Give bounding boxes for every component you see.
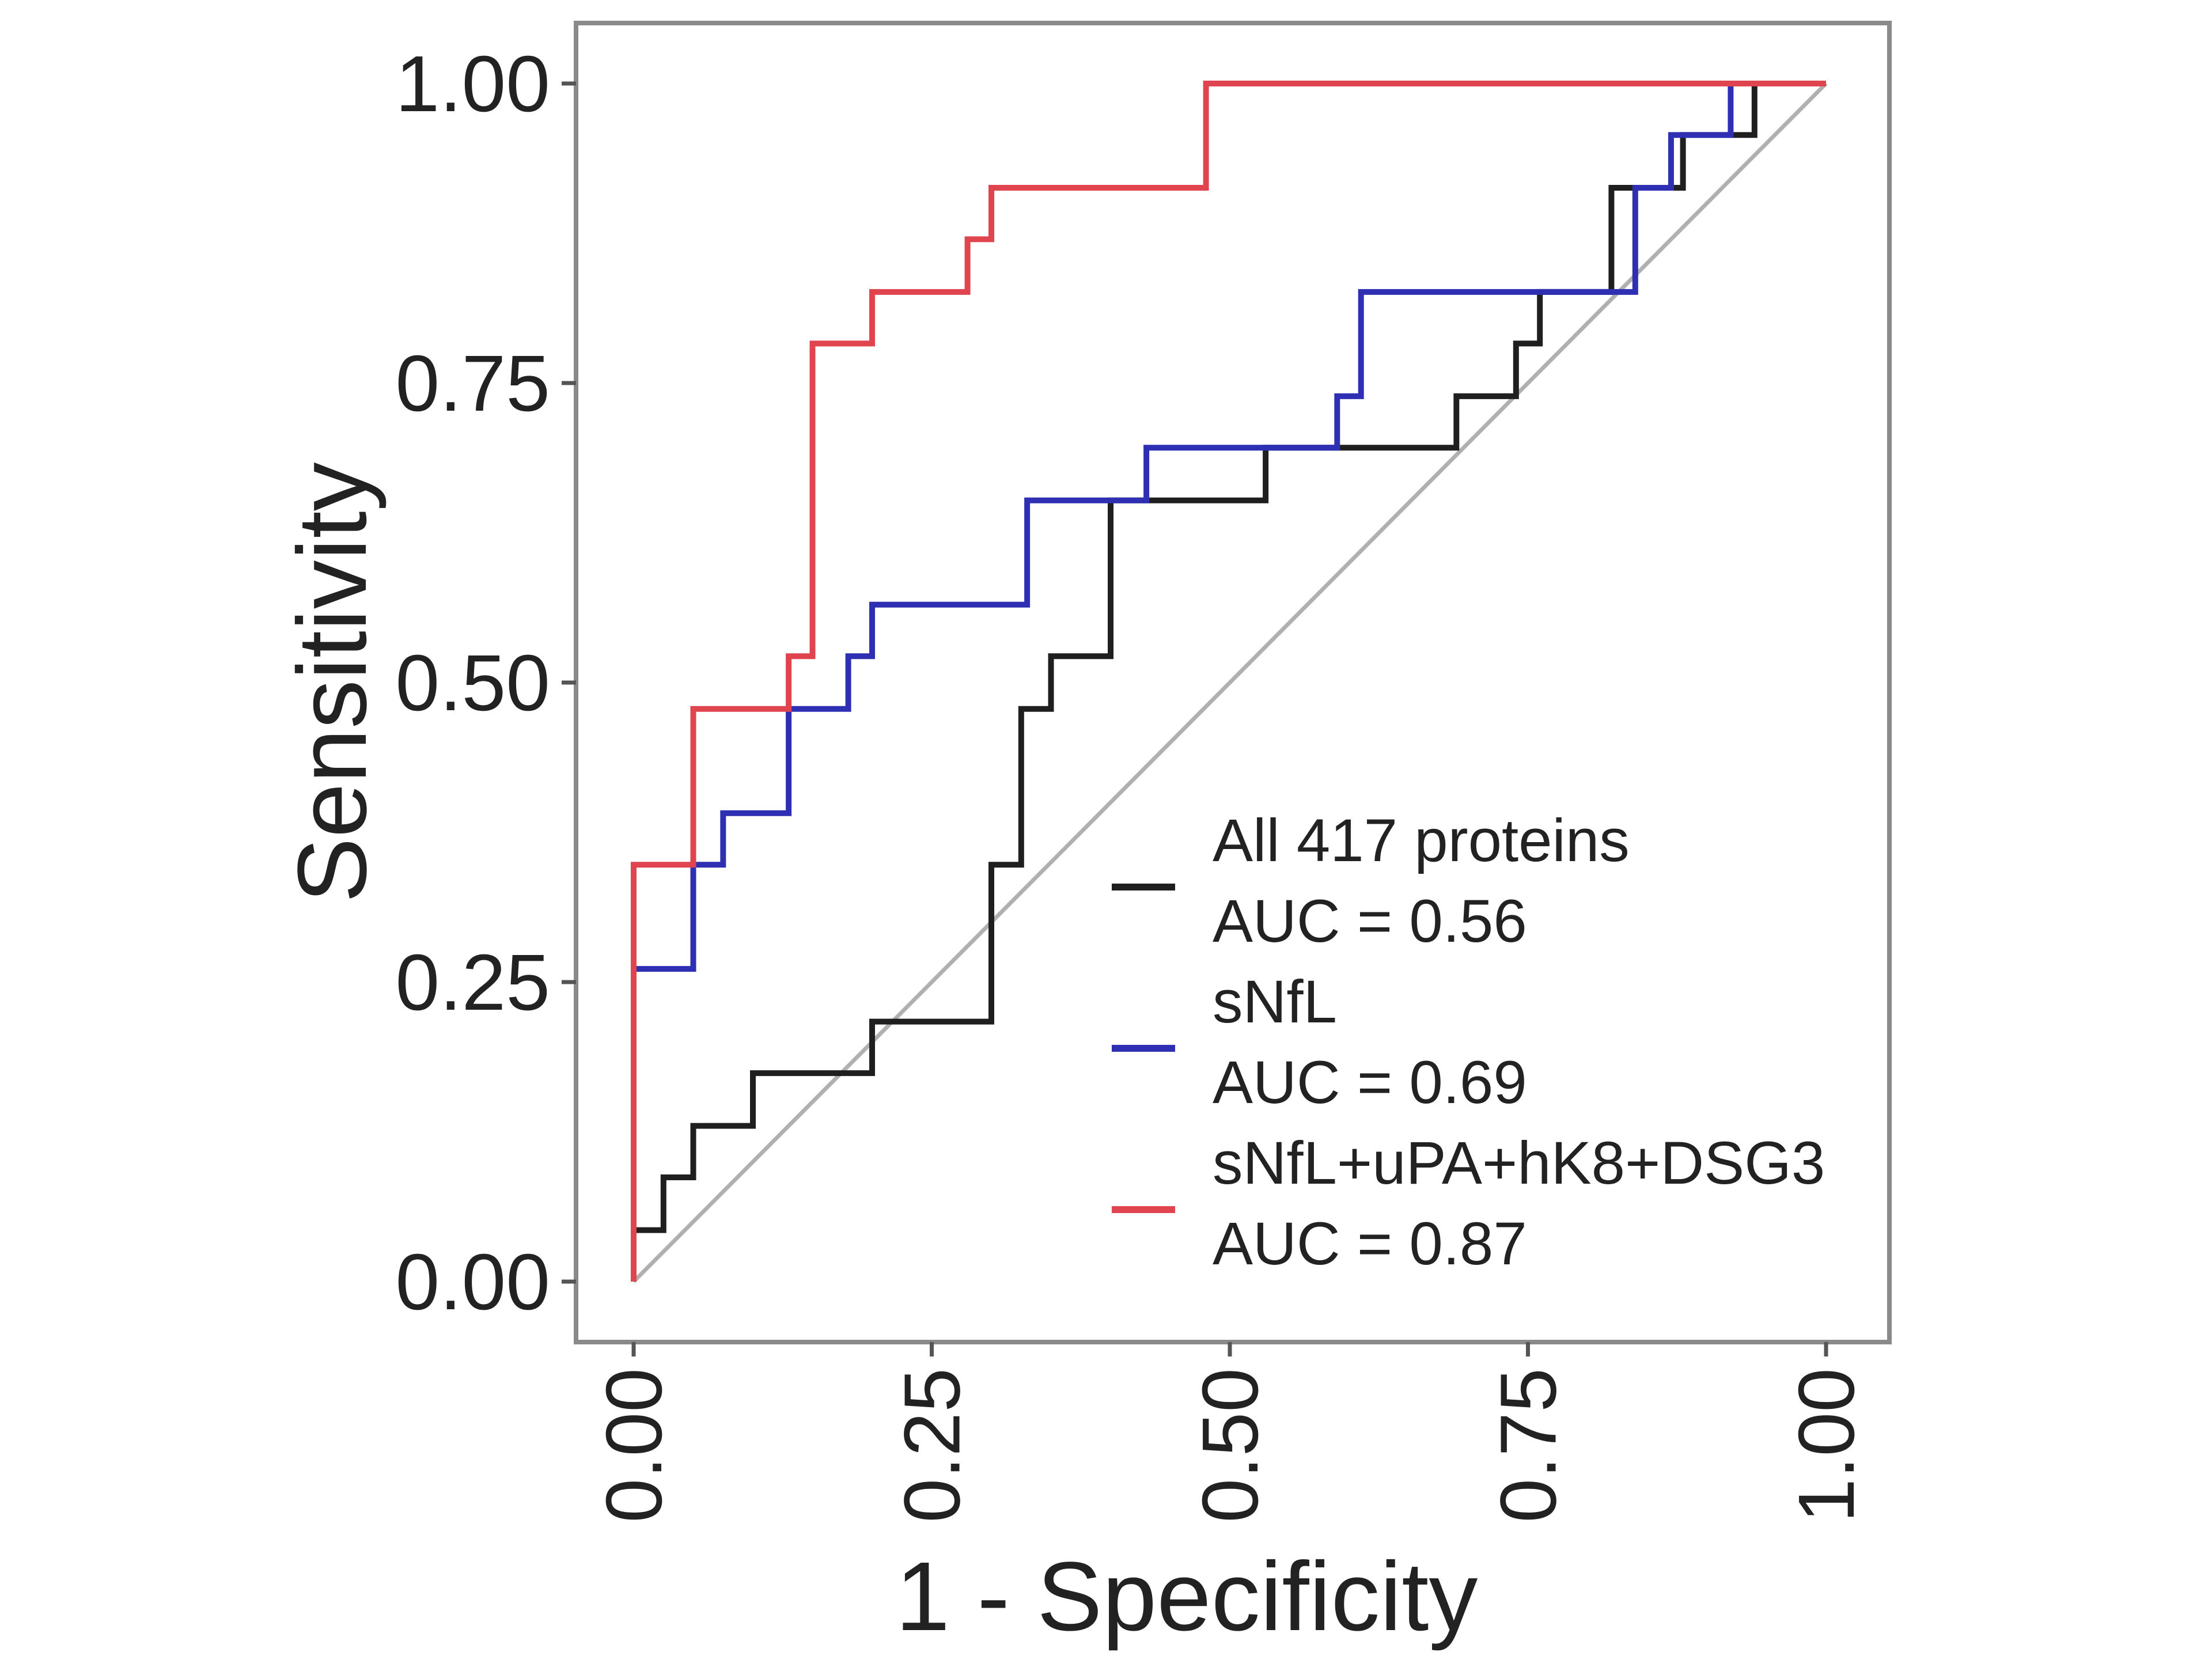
x-tick-label: 1.00 [1782,1368,1871,1523]
y-tick-label: 0.00 [395,1238,550,1327]
reference-line-layer [632,82,1828,1283]
legend-series-name: sNfL+uPA+hK8+DSG3 [1213,1130,1825,1197]
x-tick-label: 0.25 [888,1368,977,1523]
legend: All 417 proteins AUC = 0.56 sNfL AUC = 0.69… [1112,807,1825,1278]
x-axis: 0.00 0.25 0.50 0.75 1.00 [590,1342,1871,1523]
y-axis-label: Sensitivity [278,462,387,903]
legend-auc-label: AUC = 0.87 [1213,1210,1527,1278]
y-tick-label: 1.00 [395,40,550,128]
roc-curve-3 [631,81,1826,1282]
roc-curves-layer [631,81,1826,1282]
x-tick-label: 0.50 [1186,1368,1275,1523]
roc-curve-2 [631,81,1826,1282]
reference-diagonal-line [632,82,1828,1283]
legend-series-name: sNfL [1213,968,1337,1036]
x-axis-label: 1 - Specificity [896,1542,1478,1651]
legend-auc-label: AUC = 0.69 [1213,1049,1527,1116]
y-tick-label: 0.50 [395,639,550,727]
y-tick-label: 0.75 [395,339,550,428]
roc-curve-1 [631,81,1826,1282]
legend-auc-label: AUC = 0.56 [1213,888,1527,955]
y-axis: 0.00 0.25 0.50 0.75 1.00 [395,40,576,1327]
x-tick-label: 0.75 [1484,1368,1573,1523]
x-tick-label: 0.00 [590,1368,679,1523]
y-tick-label: 0.25 [395,938,550,1027]
legend-series-name: All 417 proteins [1213,807,1630,874]
